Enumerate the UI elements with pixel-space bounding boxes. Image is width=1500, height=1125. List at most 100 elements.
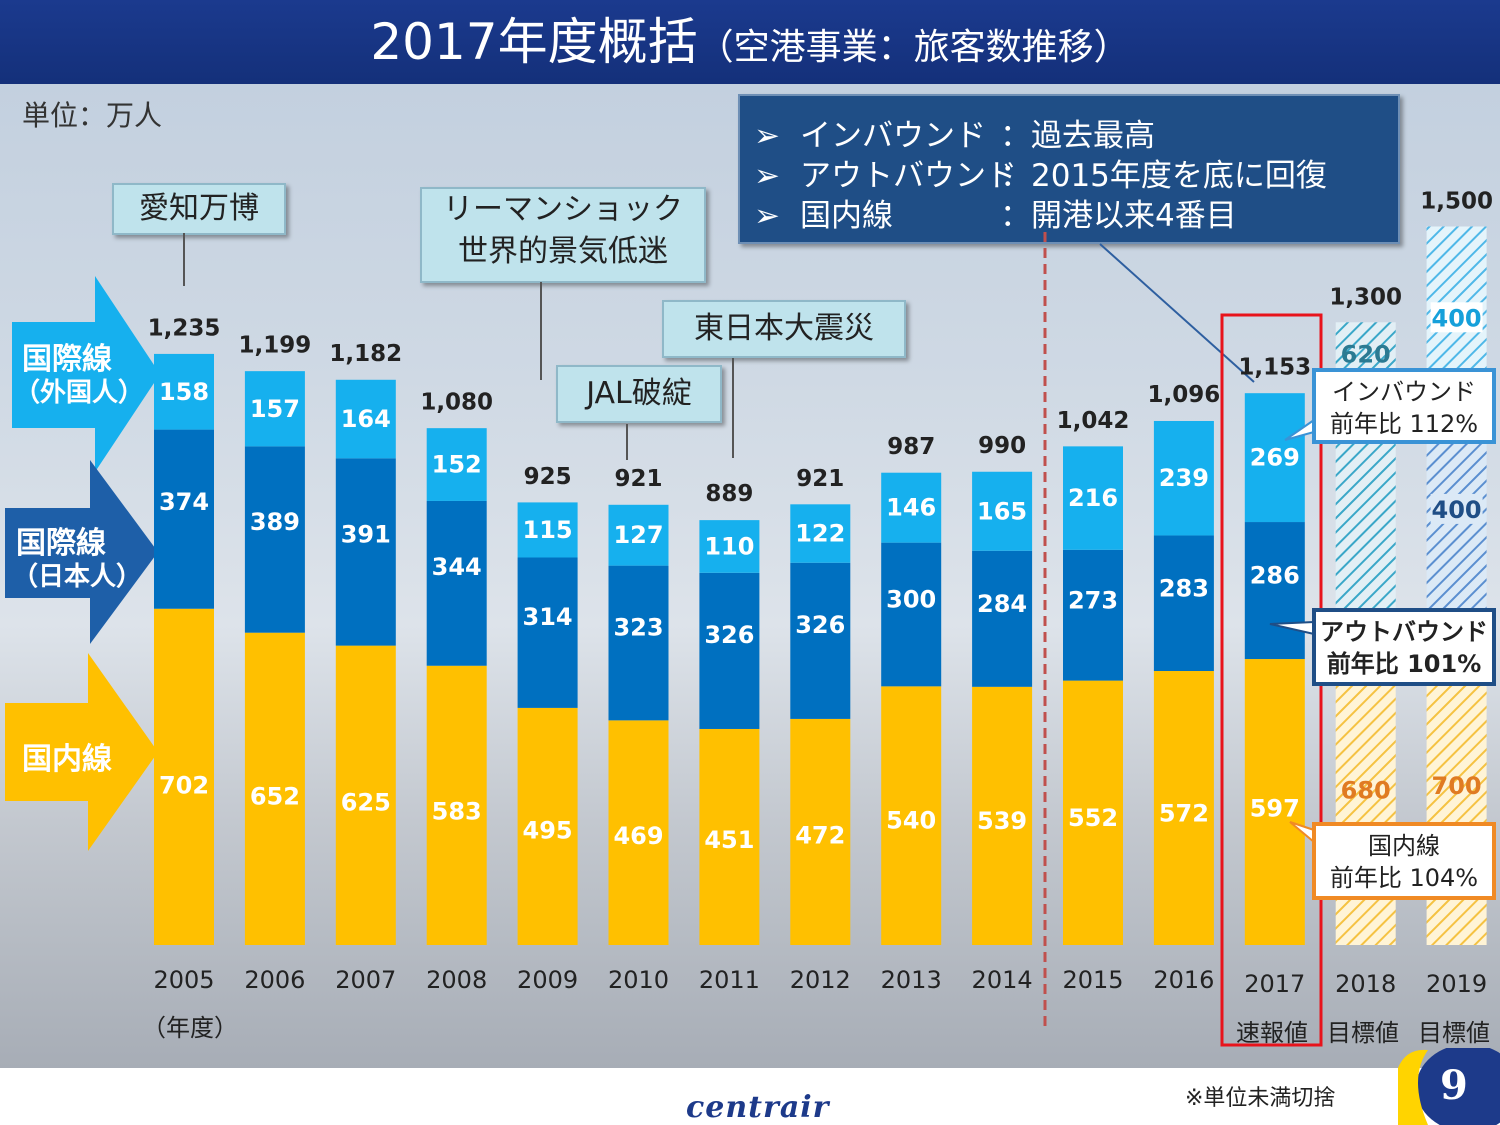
data-label-intl-japanese: 300 (886, 585, 936, 613)
yoy-domestic-label: 国内線 (1368, 832, 1440, 860)
status-2019: 目標値 (1418, 1019, 1490, 1047)
bar-intl-foreign (881, 472, 942, 543)
data-label-intl-foreign: 400 (1432, 304, 1482, 332)
summary-text: ：2015年度を底に回復 (1000, 158, 1327, 194)
bar-intl-foreign (335, 379, 396, 459)
x-tick-label: 2019 (1426, 970, 1488, 998)
data-label-total: 1,300 (1329, 284, 1402, 310)
x-tick-label: 2007 (335, 966, 397, 994)
x-tick-label: 2017 (1244, 970, 1306, 998)
leader-line (1099, 243, 1255, 383)
bar-intl-foreign (426, 428, 487, 501)
data-label-total: 1,182 (329, 341, 402, 367)
footer (0, 1068, 1500, 1125)
bar-domestic (608, 720, 669, 945)
data-label-total: 1,199 (239, 333, 312, 359)
data-label-domestic: 495 (523, 816, 573, 844)
title-bar: 2017年度概括（空港事業：旅客数推移） (0, 0, 1500, 84)
data-label-intl-japanese: 389 (250, 508, 300, 536)
summary-label: 国内線 (800, 198, 893, 234)
data-label-intl-foreign: 269 (1250, 444, 1300, 472)
bar-intl-japanese (426, 500, 487, 666)
event-expo-text: 愛知万博 (139, 191, 259, 226)
bar-domestic (1153, 671, 1214, 945)
bar-intl-japanese (699, 572, 760, 729)
data-label-total: 889 (705, 481, 753, 507)
data-label-domestic: 702 (159, 772, 209, 800)
bar-intl-japanese (335, 458, 396, 646)
data-label-intl-foreign: 146 (886, 494, 936, 522)
data-label-intl-foreign: 164 (341, 405, 391, 433)
yoy-outbound-value: 前年比 101% (1326, 650, 1482, 678)
data-label-domestic: 583 (432, 797, 482, 825)
data-label-total: 925 (524, 464, 572, 490)
data-label-intl-japanese: 326 (704, 621, 754, 649)
yoy-inbound-value: 前年比 112% (1329, 410, 1479, 438)
data-label-total: 1,235 (148, 315, 221, 341)
data-label-intl-japanese: 283 (1159, 574, 1209, 602)
bar-domestic (154, 608, 214, 945)
data-label-intl-japanese: 273 (1068, 587, 1118, 615)
label-domestic: 国内線 (22, 742, 112, 777)
event-lehman-line2: 世界的景気低迷 (458, 234, 668, 269)
bar-intl-japanese (1153, 535, 1214, 672)
data-label-intl-foreign: 127 (613, 521, 663, 549)
summary-text: ：開港以来4番目 (1000, 198, 1237, 234)
status-2018: 目標値 (1327, 1019, 1399, 1047)
bar-intl-foreign (972, 471, 1033, 551)
data-label-intl-japanese: 314 (523, 603, 573, 631)
x-tick-label: 2016 (1153, 966, 1215, 994)
x-tick-label: 2013 (880, 966, 942, 994)
data-label-total: 1,096 (1148, 382, 1221, 408)
arrow-bullet-icon: ➢ (754, 198, 780, 234)
data-label-total: 1,500 (1420, 189, 1493, 215)
bar-intl-foreign (790, 504, 851, 563)
summary-box: ➢ インバウンド ：過去最高 ➢ アウトバウンド：2015年度を底に回復 ➢ 国内線 ：開… (738, 94, 1400, 244)
bar-intl-japanese (881, 542, 942, 687)
page-title: 2017年度概括 (370, 13, 698, 71)
arrow-bullet-icon: ➢ (754, 158, 780, 194)
data-label-intl-foreign: 239 (1159, 464, 1209, 492)
data-label-intl-foreign: 157 (250, 395, 300, 423)
page-number-badge (1398, 1048, 1500, 1125)
yoy-outbound-label: アウトバウンド (1320, 618, 1488, 646)
x-tick-label: 2012 (789, 966, 851, 994)
yoy-domestic-value: 前年比 104% (1329, 864, 1479, 892)
data-label-intl-foreign: 165 (977, 497, 1027, 525)
data-label-intl-japanese: 391 (341, 521, 391, 549)
data-label-intl-foreign: 122 (795, 520, 845, 548)
passenger-chart: 702 374 158 1,235 652 389 157 1,199 625 391 164 1,1… (5, 189, 1493, 1047)
label-intl-foreign: 国際線 (22, 342, 112, 377)
x-tick-label: 2010 (607, 966, 670, 994)
data-label-domestic: 451 (704, 826, 754, 854)
data-label-domestic: 597 (1250, 794, 1300, 822)
data-label-total: 1,153 (1238, 355, 1311, 381)
event-earthquake-text: 東日本大震災 (694, 311, 874, 346)
yoy-inbound-label: インバウンド (1332, 378, 1476, 406)
data-label-intl-japanese: 400 (1432, 496, 1482, 524)
unit-label: 単位：万人 (22, 99, 163, 132)
bar-domestic (517, 707, 578, 945)
arrow-intl-japanese-icon (5, 460, 158, 644)
data-label-bg (1430, 302, 1483, 333)
data-label-intl-japanese: 284 (977, 590, 1027, 618)
badge-blue-shape (1416, 1048, 1500, 1125)
data-label-total: 987 (887, 434, 935, 460)
data-label-domestic: 552 (1068, 804, 1118, 832)
page-number: 9 (1440, 1062, 1468, 1109)
data-label-domestic: 625 (341, 788, 391, 816)
data-label-intl-foreign: 216 (1068, 484, 1118, 512)
bar-labels-group: 702 374 158 1,235 652 389 157 1,199 625 391 164 1,1… (148, 189, 1493, 854)
bar-domestic (1244, 659, 1305, 945)
status-2017: 速報値 (1236, 1019, 1308, 1047)
data-label-domestic: 472 (795, 821, 845, 849)
bar-intl-foreign (1063, 446, 1123, 550)
data-label-intl-japanese: 326 (795, 611, 845, 639)
yoy-outbound: アウトバウンド 前年比 101% (1312, 608, 1496, 686)
bar-domestic (1063, 680, 1123, 945)
x-tick-label: 2011 (698, 966, 760, 994)
summary-row: ➢ インバウンド ：過去最高 (754, 110, 1155, 155)
bar-intl-japanese (1244, 522, 1305, 660)
arrow-bullet-icon: ➢ (754, 118, 780, 154)
bar-intl-foreign (1244, 393, 1305, 523)
